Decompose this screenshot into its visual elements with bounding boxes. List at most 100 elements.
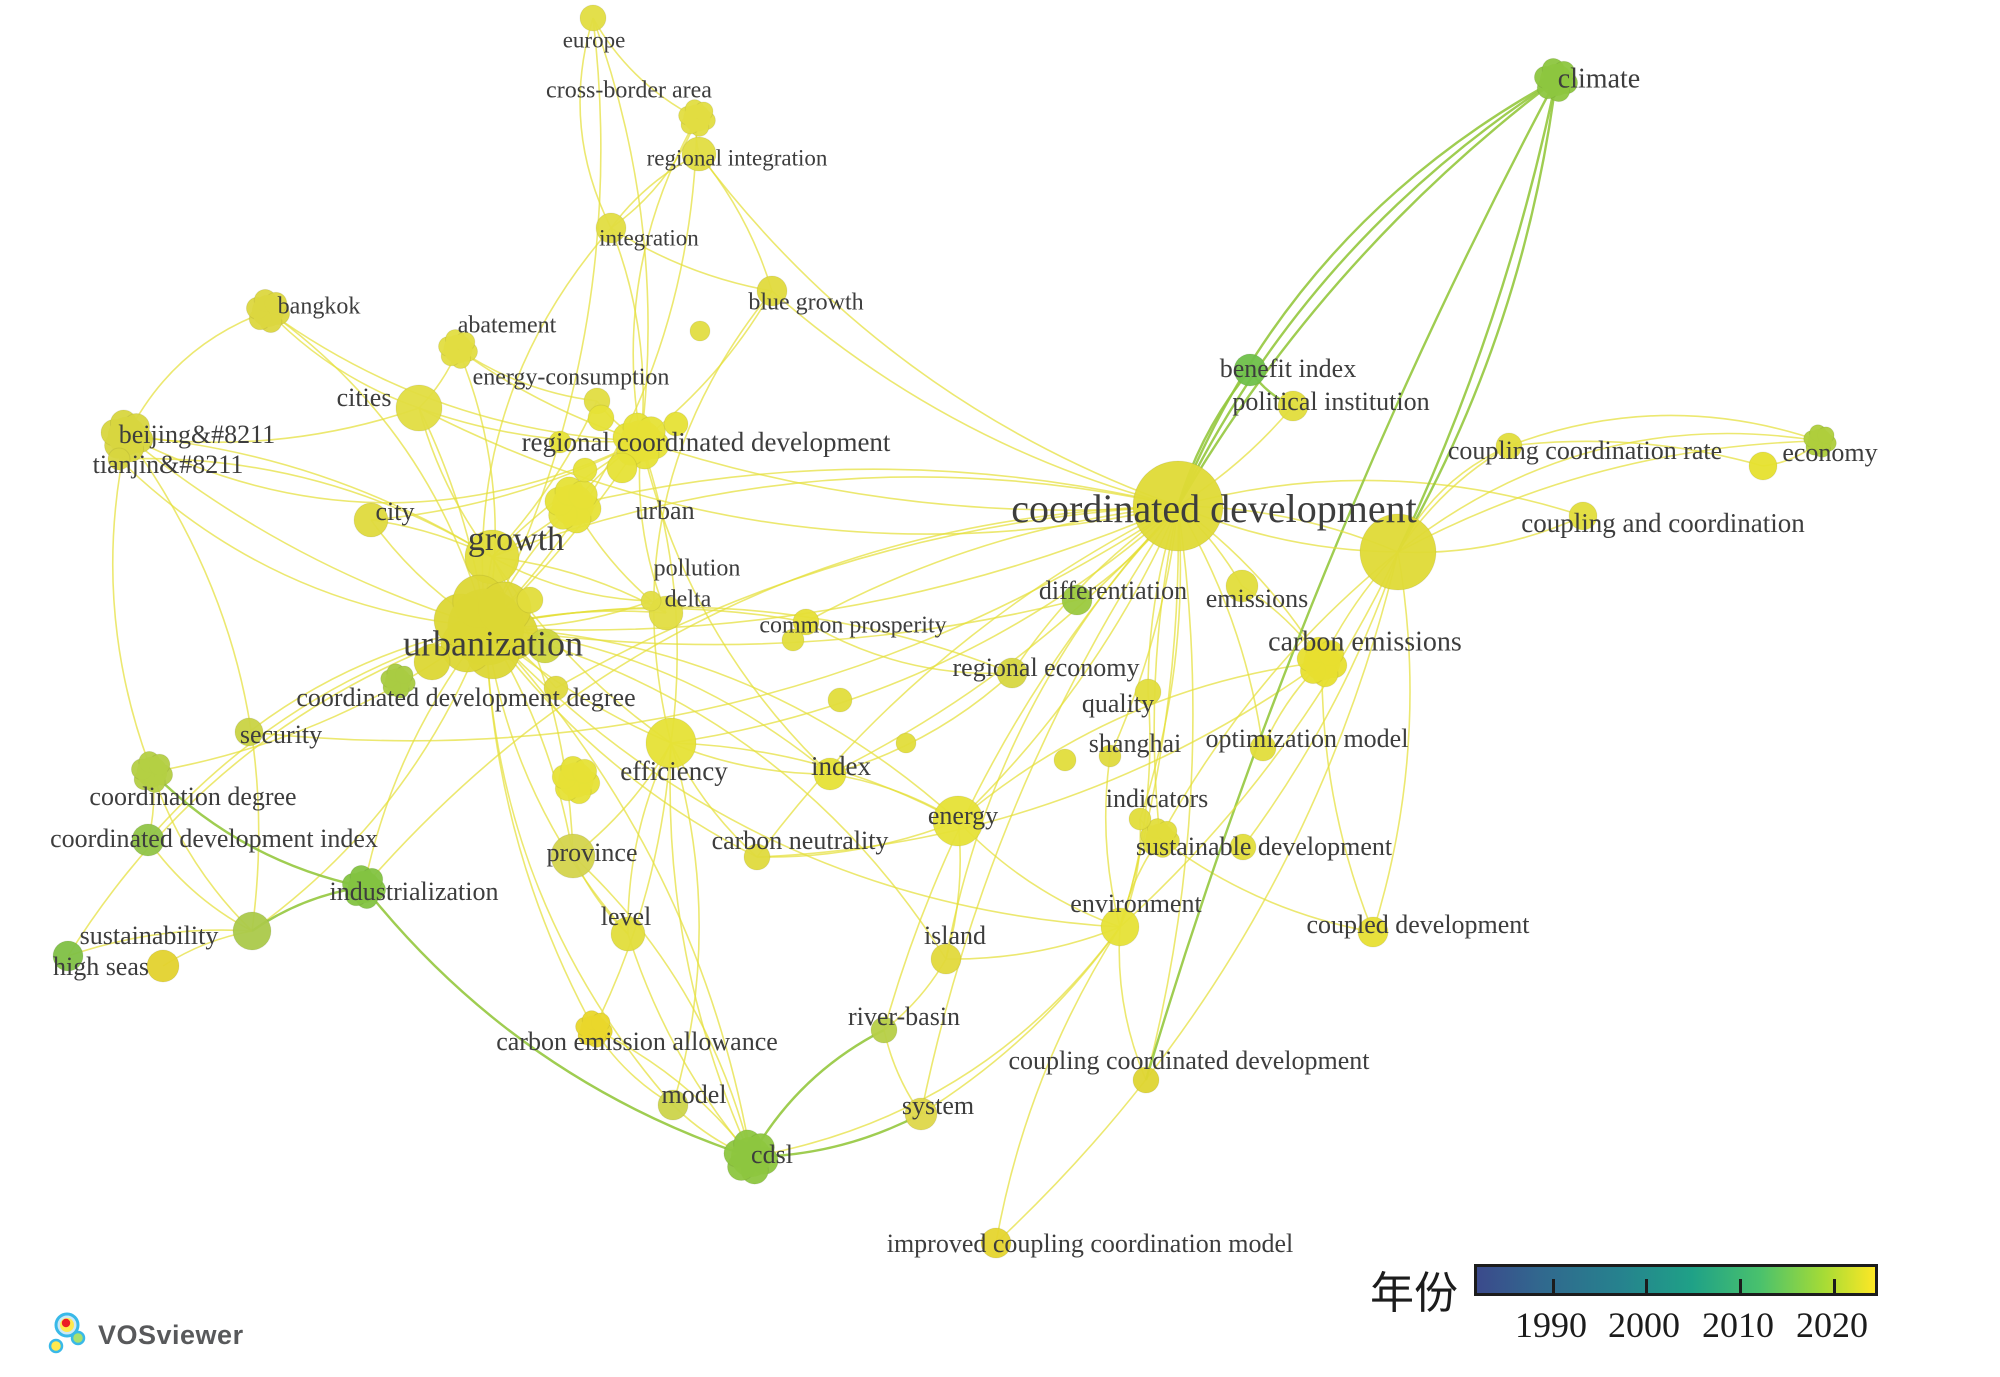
node-cdsl[interactable] <box>723 1129 779 1185</box>
node-high-seas[interactable] <box>52 940 84 972</box>
node-f4[interactable] <box>548 430 572 454</box>
node-climate[interactable] <box>1533 57 1579 103</box>
node-abatement[interactable] <box>438 329 479 370</box>
node-security[interactable] <box>234 717 264 747</box>
network-edge <box>370 440 642 521</box>
node-environment[interactable] <box>1100 907 1140 947</box>
node-f9[interactable] <box>551 755 601 805</box>
node-differentiation[interactable] <box>1061 584 1093 616</box>
node-f7[interactable] <box>380 663 416 699</box>
network-edge <box>1176 79 1557 507</box>
node-sustainable-development[interactable] <box>1140 818 1180 858</box>
node-coupled-development[interactable] <box>1357 916 1389 948</box>
node-delta[interactable] <box>640 590 662 612</box>
node-province[interactable] <box>550 833 596 879</box>
node-coupling-coordination-rate[interactable] <box>1495 432 1523 460</box>
node-node-cd2[interactable] <box>1359 513 1437 591</box>
node-beijing-8211[interactable] <box>100 409 154 463</box>
node-label-cdsl: cdsl <box>751 1140 793 1169</box>
node-f18[interactable] <box>781 628 805 652</box>
node-optimization-model[interactable] <box>1249 734 1277 762</box>
node-cross-border-area[interactable] <box>678 99 716 137</box>
node-f8[interactable] <box>413 643 451 681</box>
node-coordinated-development-index[interactable] <box>131 823 165 857</box>
network-edge <box>248 505 1179 742</box>
node-industrialization[interactable] <box>341 864 387 910</box>
node-indicators[interactable] <box>1128 807 1152 831</box>
node-city[interactable] <box>353 502 389 538</box>
node-bangkok[interactable] <box>245 288 291 334</box>
node-label-regional-coordinated-development: regional coordinated development <box>522 427 891 457</box>
node-coordination-degree[interactable] <box>130 750 174 794</box>
node-regional-coordinated-development[interactable] <box>612 412 670 470</box>
node-node-ccr2[interactable] <box>1748 451 1778 481</box>
network-edge <box>555 505 1179 689</box>
node-label-growth: growth <box>468 521 564 558</box>
node-improved-coupling-coordination-model[interactable] <box>980 1227 1012 1259</box>
network-edge <box>1177 479 1584 517</box>
network-edge <box>1396 79 1558 553</box>
node-urbanization[interactable] <box>433 574 539 680</box>
node-system[interactable] <box>904 1097 938 1131</box>
node-label-tianjin-8211: tianjin&#8211 <box>93 450 244 479</box>
node-common-prosperity[interactable] <box>792 608 820 636</box>
node-regional-integration[interactable] <box>681 136 717 172</box>
network-edge <box>1508 440 1764 467</box>
node-f11[interactable] <box>895 732 917 754</box>
network-edge <box>111 435 153 773</box>
node-cities[interactable] <box>395 384 443 432</box>
node-emissions[interactable] <box>1225 569 1259 603</box>
node-tianjin-8211[interactable] <box>107 447 131 471</box>
node-island[interactable] <box>930 943 962 975</box>
node-level[interactable] <box>610 916 646 952</box>
node-carbon-emission-allowance[interactable] <box>575 1010 613 1048</box>
node-coupling-and-coordination[interactable] <box>1568 501 1598 531</box>
node-f12[interactable] <box>1053 748 1077 772</box>
network-edge <box>67 626 487 957</box>
node-shanghai[interactable] <box>1098 744 1122 768</box>
node-coupling-coordinated-development[interactable] <box>1132 1066 1160 1094</box>
node-carbon-emissions[interactable] <box>1296 636 1348 688</box>
node-f13[interactable] <box>689 320 711 342</box>
node-f1[interactable] <box>587 404 615 432</box>
node-political-institution[interactable] <box>1277 390 1309 422</box>
node-blue-growth[interactable] <box>756 275 788 307</box>
node-quality[interactable] <box>1134 678 1162 706</box>
node-node-hs2[interactable] <box>146 949 180 983</box>
node-node-sd2[interactable] <box>1229 833 1257 861</box>
node-regional-economy[interactable] <box>996 657 1028 689</box>
network-edge <box>805 621 1013 675</box>
network-edge <box>1144 79 1558 1081</box>
network-edge <box>572 855 752 1158</box>
network-edge <box>593 1028 752 1158</box>
node-integration[interactable] <box>595 212 627 244</box>
network-edge <box>267 310 642 442</box>
year-legend: 年份 1990 2000 2010 2020 <box>1370 1264 1878 1368</box>
node-sustainability[interactable] <box>232 911 272 951</box>
node-f2[interactable] <box>663 411 689 437</box>
node-urban[interactable] <box>544 476 602 534</box>
node-europe[interactable] <box>579 4 607 32</box>
network-edge <box>1104 755 1121 928</box>
node-f17[interactable] <box>572 457 598 483</box>
node-economy[interactable] <box>1803 424 1837 458</box>
network-edge <box>698 153 1179 507</box>
node-benefit-index[interactable] <box>1233 353 1267 387</box>
legend-tick-mark <box>1645 1279 1648 1293</box>
node-efficiency[interactable] <box>645 717 697 769</box>
node-f6[interactable] <box>527 628 563 664</box>
node-label-energy-consumption: energy-consumption <box>473 365 670 391</box>
node-energy[interactable] <box>932 795 984 847</box>
node-f10[interactable] <box>827 687 853 713</box>
node-index[interactable] <box>813 757 847 791</box>
node-label-economy: economy <box>1782 438 1877 467</box>
node-river-basin[interactable] <box>870 1016 898 1044</box>
node-coordinated-development-degree[interactable] <box>543 675 569 701</box>
node-label-efficiency: efficiency <box>620 756 728 786</box>
node-f3[interactable] <box>606 452 638 484</box>
node-model[interactable] <box>657 1089 689 1121</box>
node-coordinated-development[interactable] <box>1132 460 1224 552</box>
node-carbon-neutrality[interactable] <box>743 843 771 871</box>
node-f5[interactable] <box>516 586 544 614</box>
